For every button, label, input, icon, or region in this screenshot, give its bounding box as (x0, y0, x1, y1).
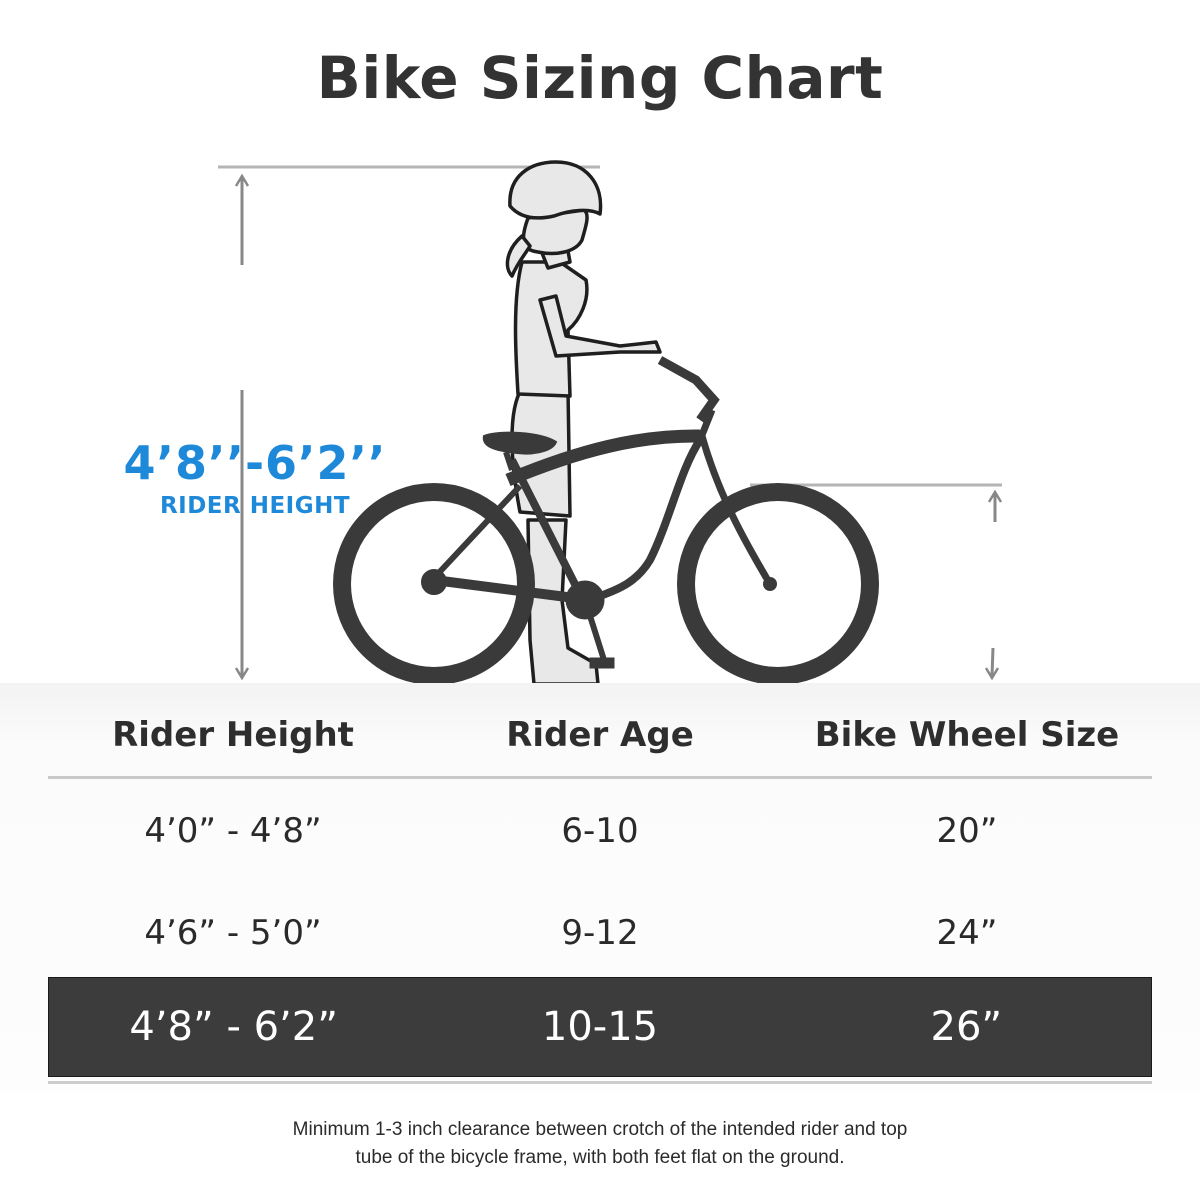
rider-height-label: RIDER HEIGHT (159, 493, 351, 519)
note-line-2: tube of the bicycle frame, with both fee… (355, 1147, 845, 1168)
cell-wheel-size: 26” (930, 1004, 1003, 1050)
cell-rider-height: 4’8” - 6’2” (129, 1004, 338, 1050)
table-row: 4’0” - 4’8” 6-10 20” (48, 781, 1152, 881)
cell-rider-height: 4’6” - 5’0” (144, 913, 322, 953)
rider-bike-illustration: 4’8’’-6’2’’ RIDER HEIGHT 26’’ WHEEL SIZE (0, 150, 1200, 772)
table-header: Rider Height Rider Age Bike Wheel Size (48, 695, 1152, 775)
header-rider-height: Rider Height (112, 715, 354, 755)
cell-rider-age: 9-12 (561, 913, 639, 953)
footer-divider (48, 1081, 1152, 1084)
cell-rider-height: 4’0” - 4’8” (144, 811, 322, 851)
cell-rider-age: 10-15 (541, 1004, 659, 1050)
header-rider-age: Rider Age (506, 715, 694, 755)
table-row-highlighted: 4’8” - 6’2” 10-15 26” (48, 977, 1152, 1077)
sizing-table: Rider Height Rider Age Bike Wheel Size 4… (0, 683, 1200, 1093)
header-divider (48, 776, 1152, 779)
cell-rider-age: 6-10 (561, 811, 639, 851)
cell-wheel-size: 24” (936, 913, 998, 953)
rider-height-value: 4’8’’-6’2’’ (123, 436, 387, 490)
note-line-1: Minimum 1-3 inch clearance between crotc… (292, 1119, 908, 1140)
clearance-note: Minimum 1-3 inch clearance between crotc… (200, 1116, 1000, 1172)
table-row: 4’6” - 5’0” 9-12 24” (48, 883, 1152, 983)
page-title: Bike Sizing Chart (316, 44, 884, 112)
cell-wheel-size: 20” (936, 811, 998, 851)
bicycle-icon (333, 356, 879, 685)
header-wheel-size: Bike Wheel Size (814, 715, 1120, 755)
rider-height-callout: 4’8’’-6’2’’ RIDER HEIGHT (100, 435, 410, 521)
